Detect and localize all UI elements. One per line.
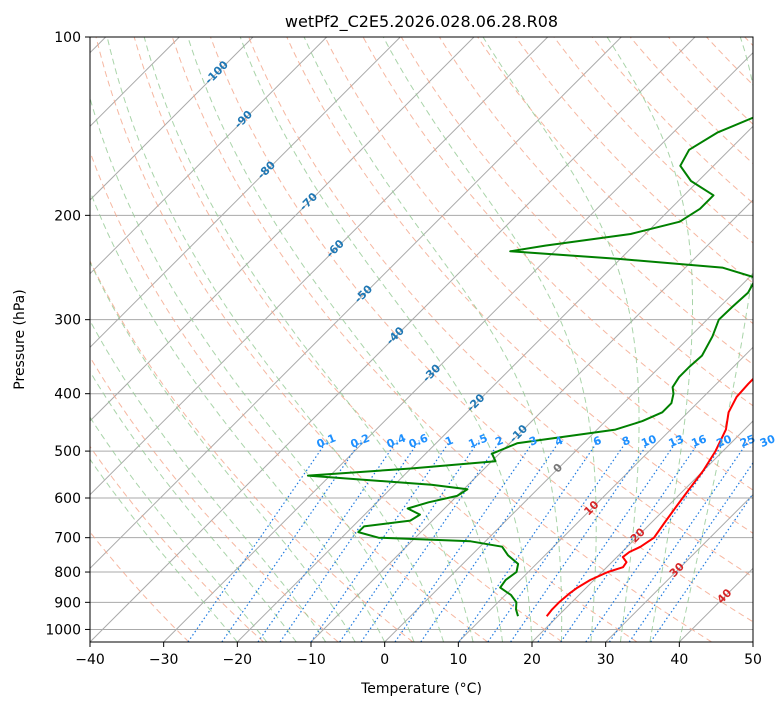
isotherm-line [90, 37, 328, 275]
y-tick-label: 800 [54, 565, 81, 581]
y-tick-label: 200 [54, 208, 81, 224]
moist-adiabat [239, 37, 533, 642]
mixing-ratio-label: 2 [493, 434, 505, 449]
x-tick-label: −20 [223, 652, 253, 668]
isotherm-line [384, 272, 753, 642]
mixing-ratio-line [394, 440, 535, 642]
y-tick-label: 700 [54, 531, 81, 547]
x-tick-label: 30 [597, 652, 615, 668]
mixing-ratio-line [628, 461, 753, 642]
mixing-ratio-line [560, 440, 701, 642]
moist-adiabat [482, 37, 640, 642]
x-tick-label: 0 [380, 652, 389, 668]
mixing-ratio-line [487, 440, 628, 642]
isotherm-line [531, 420, 753, 642]
mixing-ratio-line [257, 440, 398, 642]
y-tick-label: 900 [54, 595, 81, 611]
dry-adiabat [171, 37, 712, 642]
isotherm-line [605, 493, 753, 642]
mixing-ratio-line [537, 440, 678, 642]
mixing-ratio-line [510, 440, 651, 642]
mixing-ratio-line [221, 440, 362, 642]
moist-adiabat [90, 189, 386, 642]
moist-adiabat [90, 458, 238, 642]
mixing-ratio-line [310, 440, 451, 642]
isotherm-line [457, 346, 753, 642]
moist-adiabat [90, 370, 297, 642]
isotherm-line [90, 37, 696, 642]
isotherm-line [90, 37, 254, 201]
mixing-ratio-line [585, 440, 726, 642]
dry-adiabat [515, 37, 753, 284]
dry-adiabat [95, 37, 563, 642]
dewpoint-profile [306, 116, 753, 617]
dry-adiabat [248, 37, 753, 578]
moist-adiabat [143, 37, 474, 642]
mixing-ratio-label: 3 [527, 434, 539, 449]
mixing-ratio-line [608, 440, 750, 642]
isotherm-line [236, 125, 753, 642]
mixing-ratio-label: 13 [667, 432, 686, 450]
mixing-ratio-line [458, 440, 599, 642]
dry-adiabat [90, 259, 414, 642]
y-tick-label: 100 [54, 30, 81, 46]
moist-adiabat [606, 37, 693, 642]
moist-adiabat [90, 96, 415, 642]
x-tick-label: −10 [296, 652, 326, 668]
mixing-ratio-line [279, 440, 420, 642]
dry-adiabat [286, 37, 753, 534]
background-lines [90, 37, 753, 642]
isotherm-line [90, 37, 401, 349]
x-axis-title: Temperature (°C) [360, 681, 482, 697]
x-tick-label: 40 [670, 652, 688, 668]
mixing-ratio-label: 25 [738, 432, 757, 450]
dry-adiabat [90, 445, 264, 642]
dry-adiabat [90, 356, 339, 642]
axes: −40 −30 −20 −10 0 10 20 30 40 50 100 200 300 400 500 60… [45, 30, 762, 668]
x-tick-label: −30 [149, 652, 179, 668]
profile-lines [306, 116, 753, 617]
mixing-ratio-label: 20 [715, 432, 734, 450]
moist-adiabat [90, 260, 356, 642]
x-tick-label: 50 [744, 652, 762, 668]
chart-title: wetPf2_C2E5.2026.028.06.28.R08 [285, 12, 558, 32]
y-tick-label: 1000 [45, 622, 81, 638]
y-tick-label: 600 [54, 491, 81, 507]
isotherm-line [90, 37, 475, 422]
isotherm-line [90, 37, 549, 496]
dry-adiabat [133, 37, 638, 642]
dry-adiabat [210, 37, 753, 623]
mixing-ratio-line [187, 440, 328, 642]
mixing-ratio-label: 30 [758, 432, 775, 450]
plot-frame [89, 36, 754, 643]
y-tick-label: 500 [54, 444, 81, 460]
y-tick-label: 400 [54, 387, 81, 403]
x-tick-label: −40 [75, 652, 105, 668]
y-tick-label: 300 [54, 313, 81, 329]
moist-adiabat [90, 416, 268, 642]
moist-adiabat [678, 37, 753, 642]
mixing-ratio-label: 1 [443, 434, 455, 449]
mixing-ratio-line [420, 440, 561, 642]
x-tick-label: 20 [523, 652, 541, 668]
mixing-ratio-label: 16 [689, 432, 708, 450]
y-axis-title: Pressure (hPa) [12, 289, 28, 389]
dry-adiabat [324, 37, 753, 491]
isotherm-line [163, 51, 753, 642]
temperature-profile [545, 377, 753, 617]
mixing-ratio-line [360, 440, 501, 642]
moist-adiabat [106, 37, 445, 642]
mixing-ratio-label: 10 [639, 432, 658, 450]
x-tick-label: 10 [449, 652, 467, 668]
mixing-ratio-label: 8 [620, 434, 632, 449]
isotherm-line [90, 37, 622, 570]
moist-adiabat [90, 319, 327, 642]
